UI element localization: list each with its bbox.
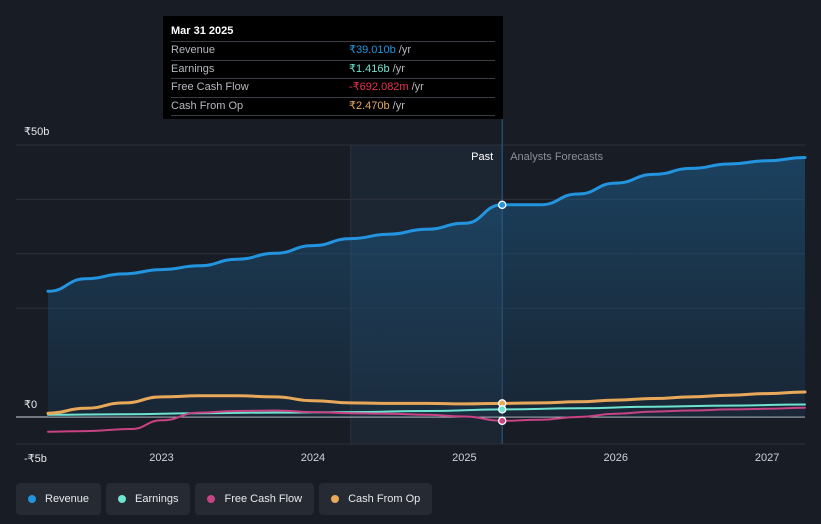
tooltip-label: Revenue (171, 44, 216, 56)
data-tooltip: Mar 31 2025 Revenue ₹39.010b /yr Earning… (163, 16, 503, 119)
marker-earnings (497, 405, 507, 414)
x-tick-label: 2025 (452, 452, 476, 464)
tooltip-row-cash-from-op: Cash From Op ₹2.470b /yr (171, 96, 495, 116)
tooltip-row-revenue: Revenue ₹39.010b /yr (171, 41, 495, 60)
tooltip-value: ₹2.470b (349, 99, 390, 112)
legend-dot-icon (331, 495, 340, 503)
y-tick-label: -₹5b (24, 453, 47, 465)
y-tick-label: ₹50b (24, 126, 49, 138)
series-line-free-cash-flow (47, 406, 806, 433)
legend-label: Earnings (135, 493, 179, 505)
x-tick-label: 2027 (755, 452, 779, 464)
tooltip-unit: /yr (392, 99, 405, 112)
tooltip-value: ₹1.416b (349, 62, 390, 75)
x-tick-label: 2026 (604, 452, 628, 464)
chart-legend: Revenue Earnings Free Cash Flow Cash Fro… (16, 483, 433, 515)
tooltip-unit: /yr (411, 81, 424, 93)
tooltip-unit: /yr (398, 44, 411, 56)
forecast-label: Analysts Forecasts (510, 151, 603, 163)
legend-label: Free Cash Flow (224, 493, 303, 505)
series-line-revenue (46, 156, 807, 293)
y-tick-label: ₹0 (24, 399, 37, 411)
legend-label: Revenue (45, 493, 90, 505)
x-tick-label: 2024 (301, 452, 325, 464)
tooltip-label: Free Cash Flow (171, 81, 249, 93)
series-line-cash-from-op (46, 390, 807, 415)
legend-item-revenue[interactable]: Revenue (16, 483, 102, 515)
revenue-area (48, 157, 805, 417)
tooltip-value: -₹692.082m (349, 81, 409, 93)
legend-dot-icon (207, 495, 216, 503)
marker-free-cash-flow (497, 416, 507, 426)
tooltip-unit: /yr (392, 62, 405, 75)
tooltip-row-free-cash-flow: Free Cash Flow -₹692.082m /yr (171, 78, 495, 97)
marker-revenue (497, 200, 507, 210)
legend-dot-icon (28, 495, 36, 503)
series-line-earnings (47, 403, 806, 416)
legend-label: Cash From Op (348, 493, 421, 505)
legend-dot-icon (118, 495, 127, 503)
past-label: Past (471, 151, 493, 163)
tooltip-date: Mar 31 2025 (171, 25, 234, 37)
legend-item-earnings[interactable]: Earnings (106, 483, 191, 515)
tooltip-row-earnings: Earnings ₹1.416b /yr (171, 59, 495, 79)
tooltip-label: Cash From Op (171, 99, 244, 112)
tooltip-label: Earnings (171, 62, 215, 75)
tooltip-value: ₹39.010b (349, 44, 396, 56)
x-tick-label: 2023 (149, 452, 173, 464)
legend-item-free-cash-flow[interactable]: Free Cash Flow (195, 483, 315, 515)
legend-item-cash-from-op[interactable]: Cash From Op (319, 483, 433, 515)
